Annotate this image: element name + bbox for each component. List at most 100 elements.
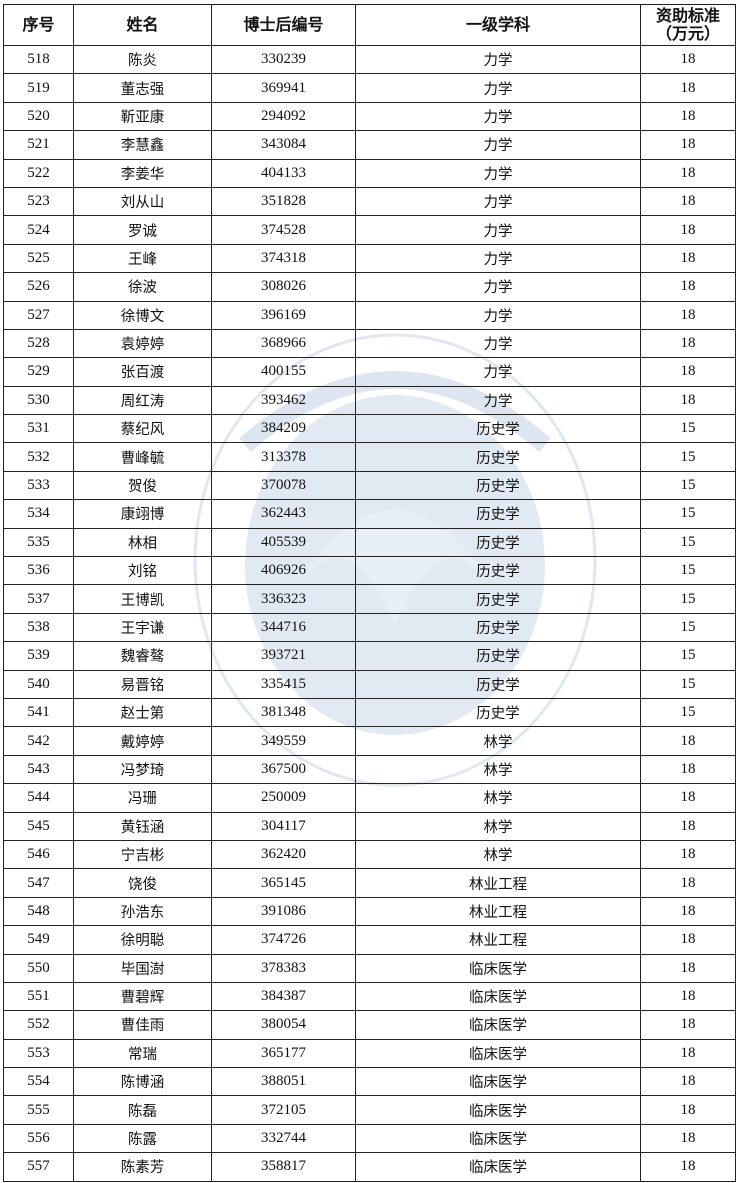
cell-name: 陈博涵 — [73, 1067, 212, 1097]
cell-index: 555 — [3, 1095, 74, 1125]
table-row: 530 周红涛 393462 力学 18 — [3, 385, 736, 416]
cell-postdoc-id: 330239 — [211, 44, 356, 75]
cell-index: 522 — [3, 158, 74, 188]
cell-postdoc-id: 404133 — [211, 158, 356, 188]
cell-funding: 18 — [640, 896, 736, 927]
cell-name: 刘从山 — [73, 186, 212, 217]
cell-postdoc-id: 365177 — [211, 1038, 356, 1069]
cell-postdoc-id: 362443 — [211, 499, 356, 529]
cell-discipline: 历史学 — [355, 556, 641, 586]
cell-postdoc-id: 332744 — [211, 1123, 356, 1154]
cell-postdoc-id: 400155 — [211, 357, 356, 387]
cell-discipline: 力学 — [355, 44, 641, 75]
cell-funding: 18 — [640, 839, 736, 870]
cell-name: 罗诚 — [73, 215, 212, 245]
table-row: 553 常瑞 365177 临床医学 18 — [3, 1038, 736, 1069]
table-row: 549 徐明聪 374726 林业工程 18 — [3, 925, 736, 955]
cell-discipline: 林业工程 — [355, 868, 641, 898]
cell-index: 543 — [3, 754, 74, 785]
cell-discipline: 历史学 — [355, 669, 641, 699]
cell-discipline: 历史学 — [355, 499, 641, 529]
cell-discipline: 力学 — [355, 272, 641, 302]
cell-discipline: 力学 — [355, 300, 641, 330]
cell-index: 531 — [3, 414, 74, 444]
cell-funding: 18 — [640, 1123, 736, 1154]
cell-name: 张百渡 — [73, 357, 212, 387]
cell-postdoc-id: 374318 — [211, 243, 356, 274]
cell-postdoc-id: 369941 — [211, 73, 356, 103]
table-row: 550 毕国澍 378383 临床医学 18 — [3, 953, 736, 983]
cell-index: 535 — [3, 527, 74, 558]
cell-index: 530 — [3, 385, 74, 416]
cell-funding: 15 — [640, 584, 736, 614]
cell-postdoc-id: 368966 — [211, 328, 356, 359]
cell-discipline: 历史学 — [355, 697, 641, 728]
table-row: 521 李慧鑫 343084 力学 18 — [3, 130, 736, 160]
cell-index: 546 — [3, 839, 74, 870]
cell-funding: 18 — [640, 186, 736, 217]
cell-postdoc-id: 381348 — [211, 697, 356, 728]
cell-name: 曹佳雨 — [73, 1010, 212, 1040]
cell-funding: 15 — [640, 556, 736, 586]
cell-index: 542 — [3, 726, 74, 756]
cell-funding: 18 — [640, 754, 736, 785]
cell-index: 524 — [3, 215, 74, 245]
cell-name: 贺俊 — [73, 470, 212, 501]
table-row: 544 冯珊 250009 林学 18 — [3, 783, 736, 813]
cell-discipline: 力学 — [355, 101, 641, 132]
cell-discipline: 历史学 — [355, 527, 641, 558]
cell-discipline: 历史学 — [355, 470, 641, 501]
cell-postdoc-id: 349559 — [211, 726, 356, 756]
table-row: 542 戴婷婷 349559 林学 18 — [3, 726, 736, 756]
cell-postdoc-id: 378383 — [211, 953, 356, 983]
cell-name: 曹碧辉 — [73, 981, 212, 1012]
table-row: 525 王峰 374318 力学 18 — [3, 243, 736, 274]
cell-name: 冯珊 — [73, 783, 212, 813]
table-row: 520 靳亚康 294092 力学 18 — [3, 101, 736, 132]
cell-discipline: 临床医学 — [355, 953, 641, 983]
cell-postdoc-id: 367500 — [211, 754, 356, 785]
table-row: 555 陈磊 372105 临床医学 18 — [3, 1095, 736, 1125]
cell-discipline: 力学 — [355, 328, 641, 359]
cell-discipline: 历史学 — [355, 584, 641, 614]
cell-postdoc-id: 304117 — [211, 811, 356, 841]
cell-discipline: 力学 — [355, 215, 641, 245]
cell-postdoc-id: 388051 — [211, 1067, 356, 1097]
header-funding-line2: （万元） — [655, 24, 720, 43]
cell-postdoc-id: 365145 — [211, 868, 356, 898]
cell-funding: 18 — [640, 925, 736, 955]
cell-discipline: 力学 — [355, 357, 641, 387]
cell-funding: 15 — [640, 414, 736, 444]
cell-name: 王宇谦 — [73, 612, 212, 643]
cell-discipline: 历史学 — [355, 442, 641, 472]
cell-funding: 18 — [640, 1038, 736, 1069]
cell-name: 刘铭 — [73, 556, 212, 586]
table-row: 554 陈博涵 388051 临床医学 18 — [3, 1067, 736, 1097]
cell-postdoc-id: 370078 — [211, 470, 356, 501]
cell-index: 534 — [3, 499, 74, 529]
cell-index: 528 — [3, 328, 74, 359]
cell-funding: 15 — [640, 612, 736, 643]
cell-funding: 18 — [640, 1152, 736, 1182]
cell-name: 袁婷婷 — [73, 328, 212, 359]
table-row: 526 徐波 308026 力学 18 — [3, 272, 736, 302]
cell-discipline: 临床医学 — [355, 1010, 641, 1040]
cell-index: 538 — [3, 612, 74, 643]
table-row: 541 赵士第 381348 历史学 15 — [3, 697, 736, 728]
table-row: 535 林相 405539 历史学 15 — [3, 527, 736, 558]
cell-index: 529 — [3, 357, 74, 387]
cell-postdoc-id: 372105 — [211, 1095, 356, 1125]
cell-discipline: 力学 — [355, 73, 641, 103]
cell-postdoc-id: 313378 — [211, 442, 356, 472]
table-row: 533 贺俊 370078 历史学 15 — [3, 470, 736, 501]
table-row: 543 冯梦琦 367500 林学 18 — [3, 754, 736, 785]
cell-funding: 15 — [640, 442, 736, 472]
table-row: 538 王宇谦 344716 历史学 15 — [3, 612, 736, 643]
cell-name: 赵士第 — [73, 697, 212, 728]
cell-index: 544 — [3, 783, 74, 813]
cell-index: 526 — [3, 272, 74, 302]
cell-funding: 18 — [640, 1095, 736, 1125]
cell-name: 饶俊 — [73, 868, 212, 898]
table-row: 518 陈炎 330239 力学 18 — [3, 44, 736, 75]
cell-discipline: 临床医学 — [355, 1038, 641, 1069]
